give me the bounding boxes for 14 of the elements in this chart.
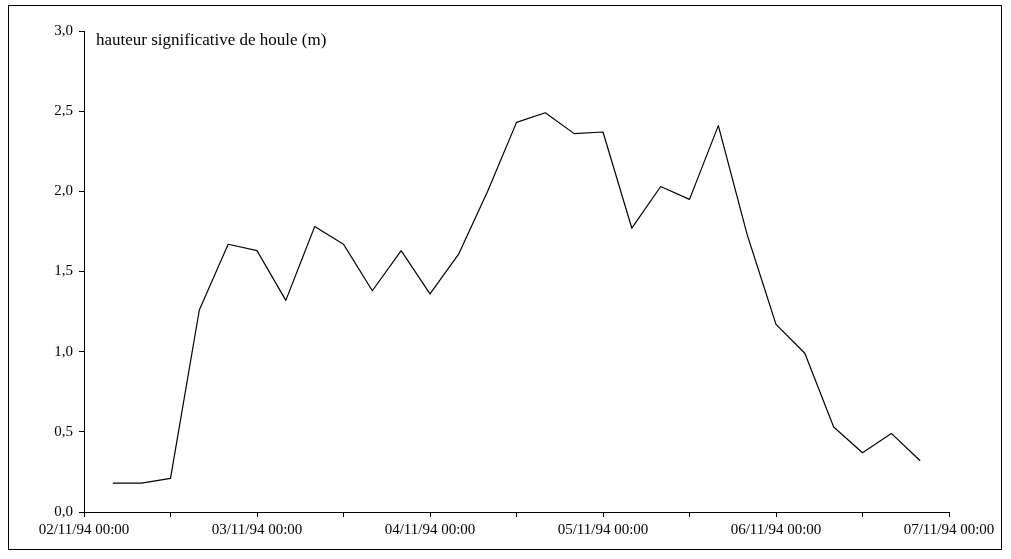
y-tick-label: 0,0 <box>54 502 73 519</box>
y-tick-label: 1,0 <box>54 342 73 359</box>
y-tick-label: 0,5 <box>54 422 73 439</box>
y-tick-label: 2,5 <box>54 102 73 119</box>
x-tick-label: 02/11/94 00:00 <box>38 520 130 537</box>
y-tick-label: 1,5 <box>54 262 73 279</box>
x-tick-label: 03/11/94 00:00 <box>211 520 303 537</box>
y-tick-label: 2,0 <box>54 182 73 199</box>
x-tick-label: 07/11/94 00:00 <box>903 520 995 537</box>
x-tick-label: 06/11/94 00:00 <box>730 520 822 537</box>
x-tick-label: 04/11/94 00:00 <box>384 520 476 537</box>
x-tick-label: 05/11/94 00:00 <box>557 520 649 537</box>
y-tick-label: 3,0 <box>54 21 73 38</box>
y-axis-title: hauteur significative de houle (m) <box>96 30 327 50</box>
